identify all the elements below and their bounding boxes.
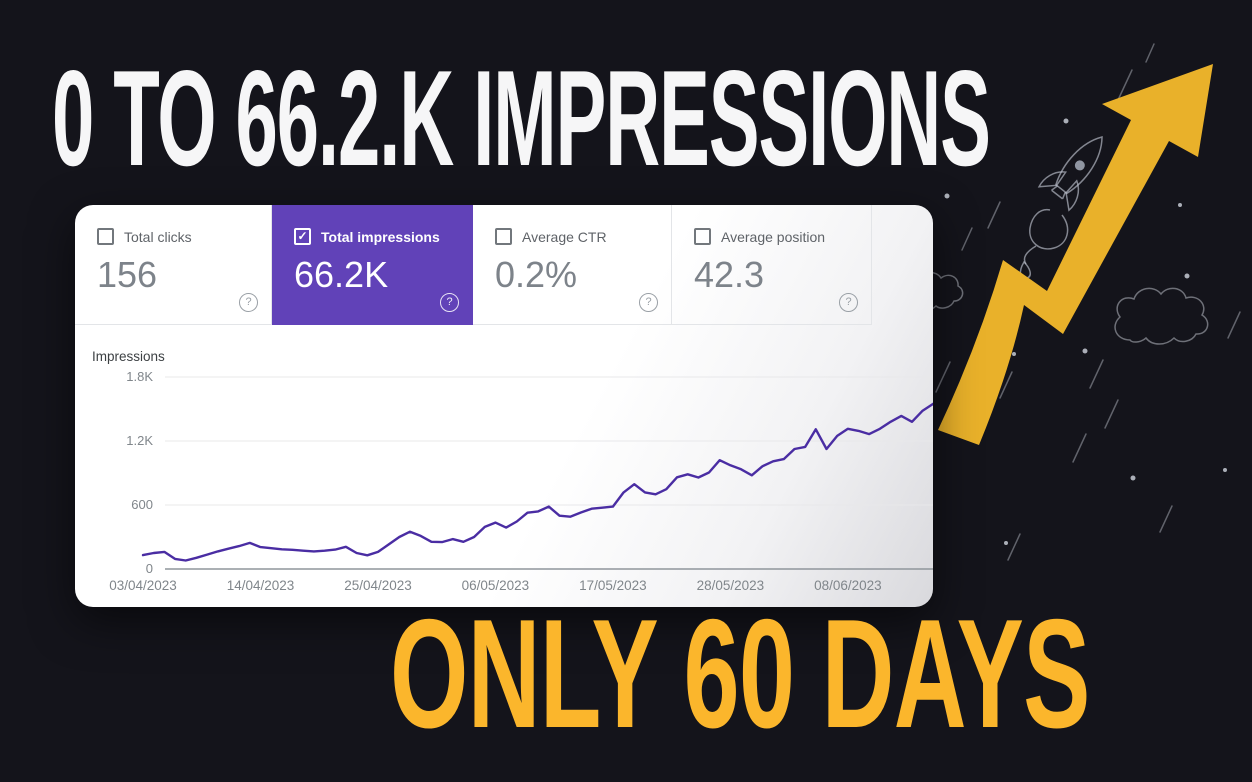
metric-value: 0.2% <box>495 254 578 295</box>
x-tick-label: 08/06/2023 <box>814 578 882 593</box>
metric-tiles-row: Total clicks 156 ? ✓ Total impressions 6… <box>75 205 933 325</box>
y-tick-label: 600 <box>131 497 153 512</box>
search-console-card: Total clicks 156 ? ✓ Total impressions 6… <box>75 205 933 607</box>
cloud-doodle-large <box>1114 287 1209 345</box>
metric-value: 66.2K <box>294 254 389 295</box>
checkbox-icon[interactable] <box>694 228 711 245</box>
help-icon[interactable]: ? <box>239 293 258 312</box>
chart-axis-title: Impressions <box>92 349 165 364</box>
star-dots-doodle <box>944 118 1227 545</box>
y-tick-label: 0 <box>145 561 153 576</box>
metric-tile-average-position[interactable]: Average position 42.3 ? <box>672 205 872 325</box>
rocket-doodle <box>1019 136 1103 280</box>
checkbox-checked-icon[interactable]: ✓ <box>294 228 311 245</box>
checkbox-icon[interactable] <box>495 228 512 245</box>
headline-bottom: ONLY 60 DAYS <box>390 587 1090 760</box>
y-tick-label: 1.2K <box>126 433 153 448</box>
tiles-spacer <box>872 205 933 325</box>
help-icon[interactable]: ? <box>839 293 858 312</box>
help-icon[interactable]: ? <box>639 293 658 312</box>
metric-label: Average CTR <box>522 228 607 245</box>
x-tick-label: 17/05/2023 <box>579 578 647 593</box>
metric-tile-total-clicks[interactable]: Total clicks 156 ? <box>75 205 272 325</box>
metric-label: Average position <box>721 228 826 245</box>
x-tick-label: 28/05/2023 <box>696 578 765 593</box>
x-tick-label: 03/04/2023 <box>109 578 177 593</box>
impressions-chart: Impressions 1.8K 1.2K 600 0 03/04/2023 14/04… <box>75 325 933 607</box>
impressions-line-series <box>141 402 933 562</box>
x-tick-label: 14/04/2023 <box>226 578 295 593</box>
metric-label: Total impressions <box>321 228 440 245</box>
chart-plot-area <box>141 376 933 570</box>
speed-lines-doodle <box>935 43 1241 561</box>
metric-label: Total clicks <box>124 228 192 245</box>
metric-tile-total-impressions[interactable]: ✓ Total impressions 66.2K ? <box>272 205 473 325</box>
metric-value: 42.3 <box>694 254 765 295</box>
x-tick-label: 06/05/2023 <box>461 578 530 593</box>
checkbox-icon[interactable] <box>97 228 114 245</box>
y-tick-label: 1.8K <box>126 369 153 384</box>
growth-arrow <box>938 64 1213 445</box>
headline-top: 0 TO 66.2.K IMPRESSIONS <box>52 42 991 194</box>
help-icon[interactable]: ? <box>440 293 459 312</box>
rocket-smoke-doodle <box>1029 208 1069 250</box>
metric-tile-average-ctr[interactable]: Average CTR 0.2% ? <box>473 205 672 325</box>
x-tick-label: 25/04/2023 <box>344 578 412 593</box>
metric-value: 156 <box>97 254 158 295</box>
